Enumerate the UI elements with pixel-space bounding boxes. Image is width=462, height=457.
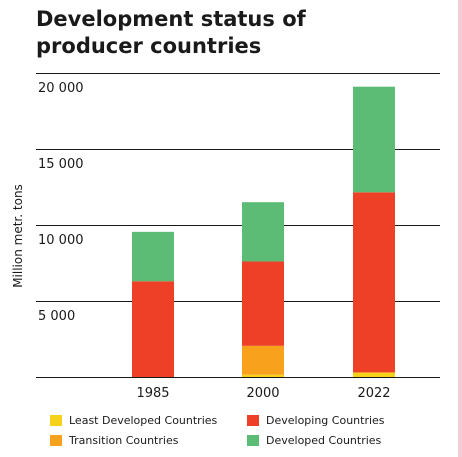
x-tick-label: 2022 xyxy=(357,386,390,401)
bar-segment xyxy=(353,86,395,193)
bars xyxy=(132,86,395,377)
bar-segment xyxy=(132,281,174,377)
bar-segment xyxy=(132,231,174,282)
legend-swatch-transition xyxy=(50,434,62,446)
legend-item-least-developed: Least Developed Countries xyxy=(50,412,217,428)
legend-swatch-developing xyxy=(247,414,259,426)
x-axis-tick-labels: 1985 2000 2022 xyxy=(136,386,390,401)
y-tick-label: 20 000 xyxy=(38,81,84,96)
legend-label: Developed Countries xyxy=(266,433,382,447)
bar-segment xyxy=(242,345,284,375)
bar-segment xyxy=(353,372,395,377)
legend-label: Transition Countries xyxy=(69,433,179,447)
legend-swatch-developed xyxy=(247,434,259,446)
chart-title: Development status of producer countries xyxy=(36,7,306,58)
y-tick-label: 5 000 xyxy=(38,309,75,324)
x-tick-label: 1985 xyxy=(136,386,169,401)
bar-segment xyxy=(353,192,395,373)
legend-label: Least Developed Countries xyxy=(69,413,218,427)
legend-item-transition: Transition Countries xyxy=(50,432,178,448)
legend-label: Developing Countries xyxy=(266,413,385,427)
legend-item-developed: Developed Countries xyxy=(247,432,381,448)
legend-item-developing: Developing Countries xyxy=(247,412,385,428)
page-edge-stripe xyxy=(458,0,462,457)
y-axis-label: Million metr. tons xyxy=(11,184,25,288)
y-axis-tick-labels: 5 000 10 000 15 000 20 000 xyxy=(38,81,84,324)
legend: Least Developed Countries Transition Cou… xyxy=(50,412,450,454)
bar-segment xyxy=(242,202,284,262)
y-tick-label: 10 000 xyxy=(38,233,84,248)
y-tick-label: 15 000 xyxy=(38,157,84,172)
x-tick-label: 2000 xyxy=(246,386,279,401)
legend-swatch-least-developed xyxy=(50,414,62,426)
bar-segment xyxy=(242,374,284,377)
bar-segment xyxy=(242,261,284,346)
